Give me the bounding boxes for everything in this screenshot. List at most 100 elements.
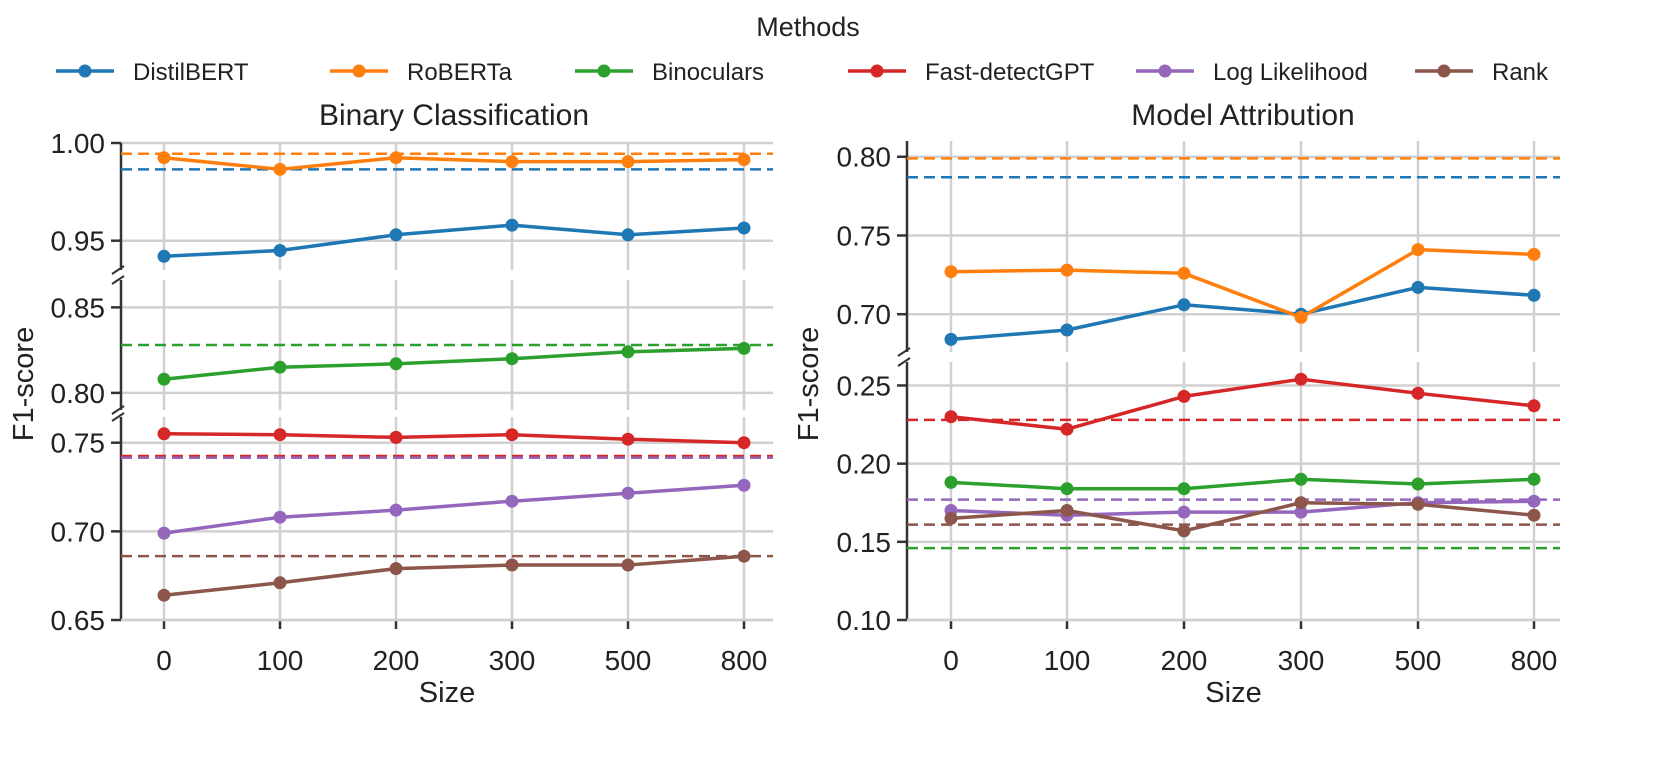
point-distilbert-800 [737,221,751,235]
point-fast-detectgpt-100 [273,428,287,442]
point-log-likelihood-500 [621,486,635,500]
point-distilbert-200 [1177,298,1191,312]
y-tick-label: 0.75 [837,220,892,251]
legend-label-binoculars: Binoculars [652,59,764,86]
point-binoculars-800 [1527,472,1541,486]
point-roberta-0 [157,151,171,165]
series-line-roberta [163,155,745,172]
legend-label-fast-detectgpt: Fast-detectGPT [925,59,1095,86]
point-roberta-800 [1527,247,1541,261]
point-rank-800 [737,549,751,563]
y-tick-label: 0.70 [51,516,106,547]
plot-binary-classification: 0.95 1.00 0.80 0.85 0.65 0.70 0.75 0 100 200 300 50… [8,99,773,709]
point-log-likelihood-100 [273,510,287,524]
axis-break-mark [111,405,125,415]
point-distilbert-800 [1527,288,1541,302]
point-rank-800 [1527,508,1541,522]
y-tick-label: 0.15 [837,527,892,558]
axis-break-mark [111,412,125,422]
point-binoculars-0 [157,372,171,386]
point-binoculars-500 [1411,477,1425,491]
point-binoculars-500 [621,345,635,359]
axis-break-mark [897,347,911,357]
point-fast-detectgpt-100 [1060,422,1074,436]
series-line-fast-detectgpt [163,432,745,445]
point-roberta-300 [505,155,519,169]
point-distilbert-500 [1411,280,1425,294]
point-log-likelihood-200 [389,503,403,517]
y-tick-label: 1.00 [51,128,106,159]
x-tick-label: 800 [721,645,768,676]
point-log-likelihood-300 [505,494,519,508]
y-axis-label: F1-score [8,327,40,441]
point-binoculars-800 [737,341,751,355]
y-tick-label: 0.65 [51,605,106,636]
legend-label-roberta: RoBERTa [407,59,513,86]
point-fast-detectgpt-800 [737,436,751,450]
point-roberta-200 [389,151,403,165]
point-rank-100 [1060,504,1074,517]
legend-title: Methods [756,12,860,42]
legend: Methods DistilBERT RoBERTa Binoculars Fast-d… [56,12,1549,86]
series-line-fast-detectgpt [950,377,1535,431]
x-tick-label: 300 [489,645,536,676]
x-tick-label: 0 [943,645,959,676]
legend-marker-binoculars [597,64,611,78]
point-rank-200 [389,562,403,576]
point-roberta-500 [1411,243,1425,257]
series-line-binoculars [950,477,1535,491]
axis-break-mark [897,357,911,367]
series-line-distilbert [163,223,745,259]
series-line-rank [950,500,1535,533]
series-line-roberta [950,247,1535,320]
series-line-rank [163,554,745,597]
point-distilbert-100 [273,244,287,257]
y-tick-label: 0.95 [51,226,106,257]
point-roberta-200 [1177,266,1191,280]
legend-label-log-likelihood: Log Likelihood [1213,59,1368,86]
legend-marker-log-likelihood [1158,64,1172,78]
point-fast-detectgpt-200 [1177,389,1191,403]
point-binoculars-0 [944,475,958,489]
point-fast-detectgpt-200 [389,430,403,444]
point-roberta-500 [621,155,635,169]
plot-title: Binary Classification [319,99,589,132]
point-distilbert-0 [157,249,171,263]
point-rank-500 [621,558,635,572]
y-tick-label: 0.10 [837,605,892,636]
x-tick-label: 200 [1161,645,1208,676]
point-distilbert-300 [505,218,519,232]
x-tick-label: 800 [1511,645,1558,676]
series-line-binoculars [163,346,745,381]
point-roberta-800 [737,153,751,167]
point-distilbert-100 [1060,323,1074,337]
point-log-likelihood-200 [1177,505,1191,519]
point-binoculars-300 [505,352,519,366]
plot-model-attribution: 0.70 0.75 0.80 0.10 0.15 0.20 0.25 0 100 200 300 50… [793,99,1560,709]
legend-marker-fast-detectgpt [870,64,884,78]
x-tick-label: 200 [373,645,420,676]
x-tick-label: 0 [156,645,172,676]
point-roberta-300 [1294,310,1308,324]
point-rank-200 [1177,524,1191,538]
y-axis-label: F1-score [793,327,825,441]
x-tick-label: 100 [257,645,304,676]
point-log-likelihood-800 [1527,494,1541,508]
y-tick-label: 0.70 [837,299,892,330]
legend-label-rank: Rank [1492,59,1549,86]
x-axis-label: Size [1205,677,1261,709]
point-fast-detectgpt-300 [1294,372,1308,386]
point-binoculars-200 [389,357,403,371]
point-roberta-100 [1060,263,1074,277]
point-distilbert-200 [389,228,403,242]
y-tick-label: 0.25 [837,370,892,401]
point-log-likelihood-300 [1294,505,1308,519]
legend-marker-roberta [352,64,366,78]
point-distilbert-0 [944,332,958,346]
point-fast-detectgpt-0 [157,427,171,441]
y-tick-label: 0.85 [51,292,106,323]
legend-label-distilbert: DistilBERT [133,59,249,86]
point-binoculars-100 [273,360,287,374]
